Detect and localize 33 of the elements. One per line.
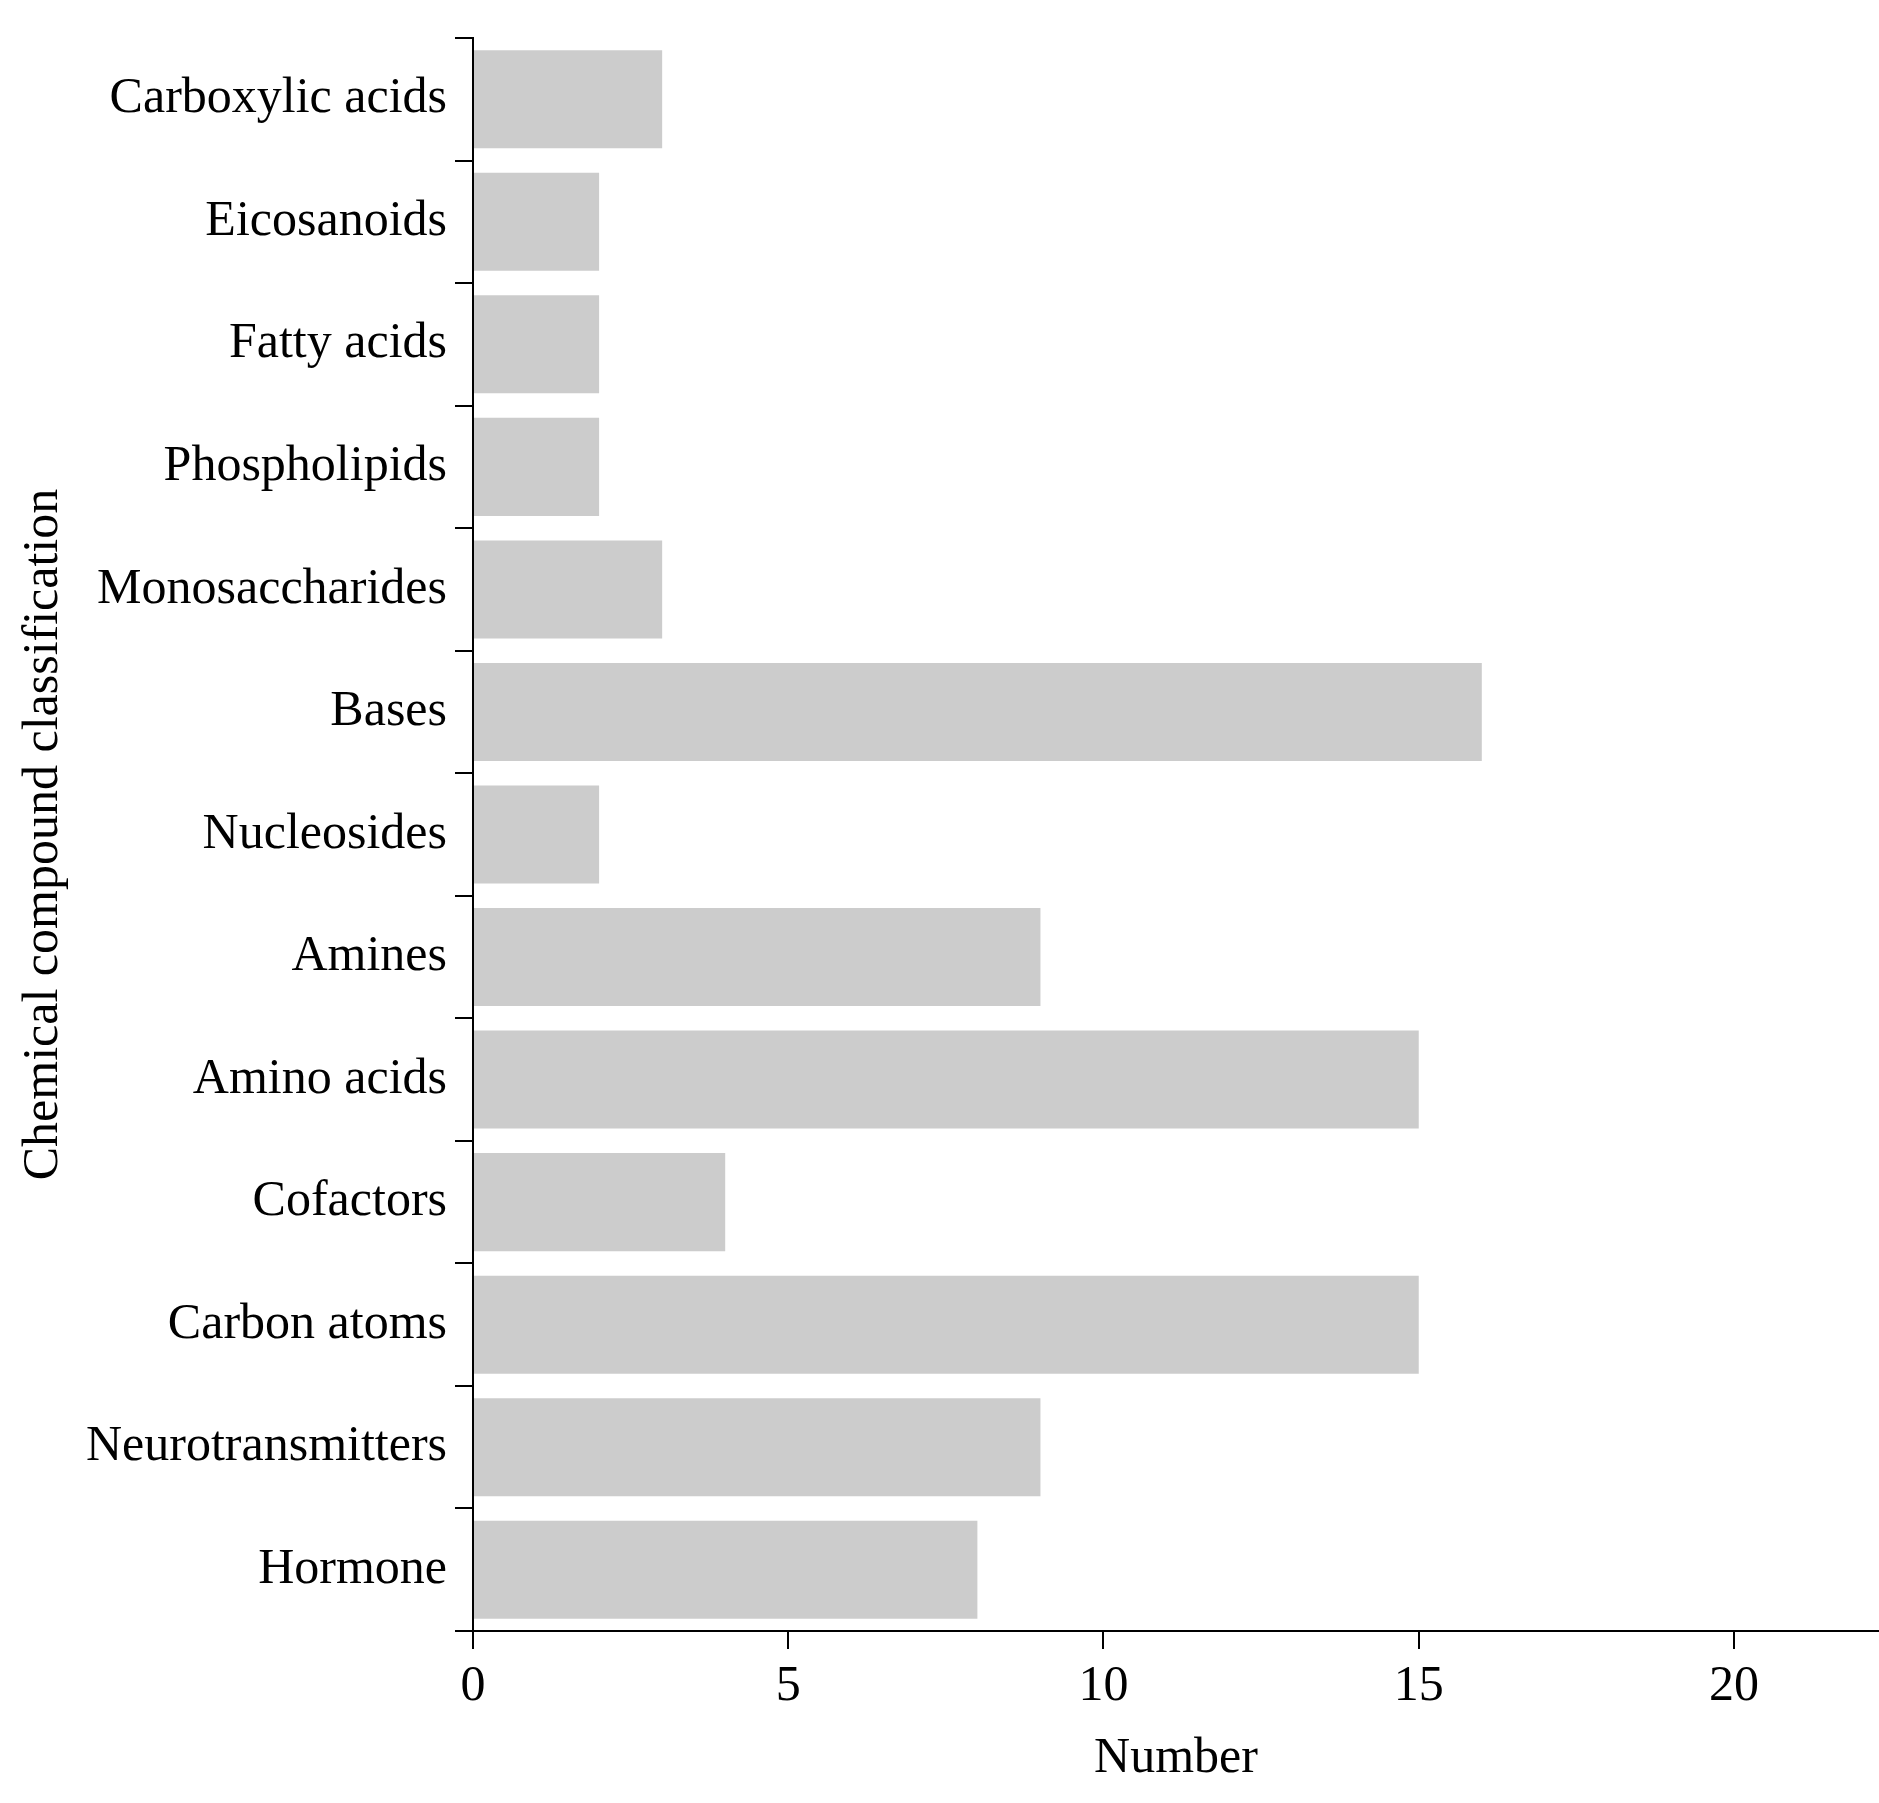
x-tick-label: 15 (1393, 1655, 1444, 1712)
bar (474, 1520, 978, 1619)
y-tick-label: Bases (330, 680, 448, 737)
x-tick-label: 5 (775, 1655, 801, 1712)
bar (474, 1030, 1419, 1129)
bar (474, 908, 1041, 1007)
y-tick-label: Eicosanoids (205, 189, 448, 246)
x-tick-label: 20 (1708, 1655, 1759, 1712)
y-tick-label: Amino acids (192, 1047, 448, 1104)
y-tick-label: Cofactors (252, 1170, 448, 1227)
bar (474, 295, 600, 394)
bar (474, 172, 600, 271)
x-axis-title: Number (1094, 1727, 1259, 1784)
bar (474, 50, 663, 149)
y-tick-label: Nucleosides (202, 802, 448, 859)
y-tick-label: Amines (291, 925, 448, 982)
y-tick-label: Phospholipids (163, 435, 448, 492)
bar (474, 1153, 726, 1252)
x-tick-label: 10 (1078, 1655, 1129, 1712)
bar (474, 785, 600, 884)
bar (474, 417, 600, 516)
bar (474, 1398, 1041, 1497)
y-tick-label: Neurotransmitters (86, 1415, 448, 1472)
bar (474, 662, 1482, 761)
x-tick-label: 0 (460, 1655, 486, 1712)
y-tick-label: Hormone (258, 1537, 448, 1594)
y-tick-label: Monosaccharides (97, 557, 448, 614)
y-tick-label: Carbon atoms (167, 1292, 448, 1349)
y-tick-label: Fatty acids (228, 312, 448, 369)
y-tick-label: Carboxylic acids (109, 67, 448, 124)
bar (474, 540, 663, 639)
y-axis-title: Chemical compound classification (12, 488, 69, 1181)
bar (474, 1275, 1419, 1374)
